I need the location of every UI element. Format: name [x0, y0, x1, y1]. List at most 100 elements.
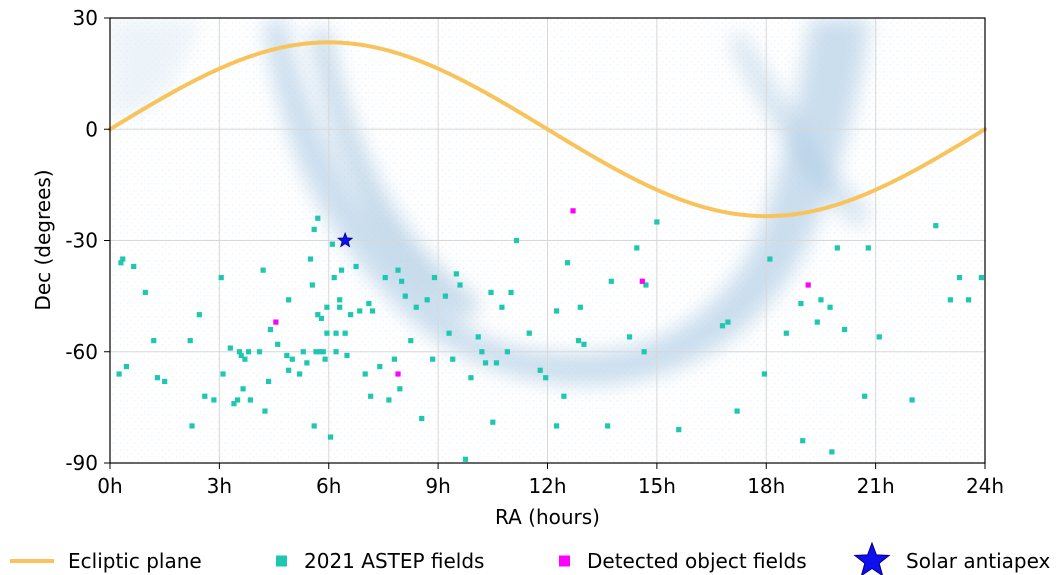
y-tick-label: -30 — [65, 229, 98, 253]
data-point — [344, 352, 350, 359]
data-point — [504, 349, 510, 355]
data-point — [643, 282, 649, 288]
data-point — [767, 256, 773, 262]
data-point — [377, 363, 383, 370]
data-point — [357, 308, 363, 314]
data-point — [162, 378, 168, 385]
legend-item: Ecliptic plane — [10, 549, 202, 573]
data-point — [734, 408, 740, 414]
data-point — [554, 423, 560, 429]
x-axis-label: RA (hours) — [495, 505, 600, 529]
data-point — [490, 419, 496, 425]
data-point — [333, 349, 339, 355]
data-point — [829, 449, 835, 455]
data-point — [800, 438, 806, 444]
y-tick-label: 0 — [85, 117, 98, 141]
x-tick-label: 24h — [966, 474, 1004, 498]
solar-antiapex-marker — [336, 231, 354, 248]
data-point — [570, 208, 576, 214]
data-point — [431, 274, 438, 281]
x-axis-ticks: 0h 3h 6h 9h 12h 15h 18h 21h 24h — [97, 463, 1004, 498]
data-point — [543, 375, 549, 381]
data-point — [827, 304, 833, 310]
data-point — [338, 267, 345, 273]
data-point — [554, 308, 560, 314]
data-point — [256, 349, 263, 355]
data-point — [965, 297, 972, 303]
x-tick-label: 18h — [747, 474, 785, 498]
data-point — [231, 401, 237, 407]
data-point — [413, 304, 419, 310]
data-point — [187, 338, 193, 344]
data-point — [488, 289, 494, 296]
data-point — [818, 297, 824, 303]
data-point — [366, 300, 372, 307]
data-point — [284, 352, 290, 359]
data-point — [430, 356, 436, 362]
data-point — [324, 330, 330, 336]
data-point — [220, 371, 226, 377]
data-point — [296, 371, 303, 377]
data-point — [369, 308, 376, 314]
x-tick-label: 0h — [97, 474, 122, 498]
data-point — [218, 274, 224, 281]
legend: Ecliptic plane 2021 ASTEP fields Detected … — [10, 541, 1051, 575]
data-point — [537, 367, 543, 373]
data-point — [395, 267, 401, 273]
data-point — [313, 349, 319, 355]
legend-label: 2021 ASTEP fields — [304, 549, 484, 573]
data-point — [626, 334, 633, 340]
data-point — [333, 330, 339, 336]
data-point — [719, 323, 726, 329]
legend-label: Detected object fields — [587, 549, 807, 573]
data-point — [309, 282, 315, 288]
x-tick-label: 3h — [207, 474, 232, 498]
data-point — [151, 338, 157, 344]
data-point — [725, 319, 731, 325]
data-point — [581, 341, 587, 347]
data-point — [315, 312, 321, 318]
data-point — [798, 300, 804, 307]
data-point — [262, 408, 268, 414]
data-point — [120, 256, 126, 262]
data-points — [116, 208, 984, 462]
data-point — [196, 312, 202, 318]
data-point — [324, 304, 330, 310]
data-point — [202, 393, 208, 399]
data-point — [317, 349, 323, 355]
data-point — [395, 371, 401, 377]
data-point — [577, 304, 583, 310]
data-point — [508, 289, 514, 296]
data-point — [814, 319, 820, 325]
data-point — [561, 393, 567, 399]
x-tick-label: 12h — [528, 474, 566, 498]
data-point — [227, 345, 233, 351]
data-point — [154, 375, 160, 381]
data-point — [337, 297, 343, 303]
data-point — [362, 371, 368, 377]
data-point — [368, 393, 374, 399]
data-point — [267, 326, 274, 333]
data-point — [608, 278, 614, 284]
legend-label: Ecliptic plane — [68, 549, 202, 573]
data-point — [956, 274, 963, 281]
ecliptic-plane-line — [108, 40, 987, 219]
data-point — [639, 278, 645, 284]
x-tick-label: 6h — [316, 474, 341, 498]
data-point — [311, 423, 317, 429]
data-point — [353, 263, 359, 270]
data-point — [236, 349, 243, 355]
series-1-points — [273, 208, 811, 377]
data-point — [240, 386, 246, 392]
data-point — [909, 397, 915, 403]
data-point — [247, 397, 253, 403]
data-point — [211, 397, 217, 403]
data-point — [260, 267, 266, 273]
data-point — [462, 456, 469, 462]
x-tick-label: 15h — [638, 474, 676, 498]
data-point — [446, 330, 452, 336]
data-point — [116, 371, 122, 377]
data-point — [424, 297, 430, 303]
data-point — [331, 274, 337, 281]
data-point — [318, 315, 325, 321]
